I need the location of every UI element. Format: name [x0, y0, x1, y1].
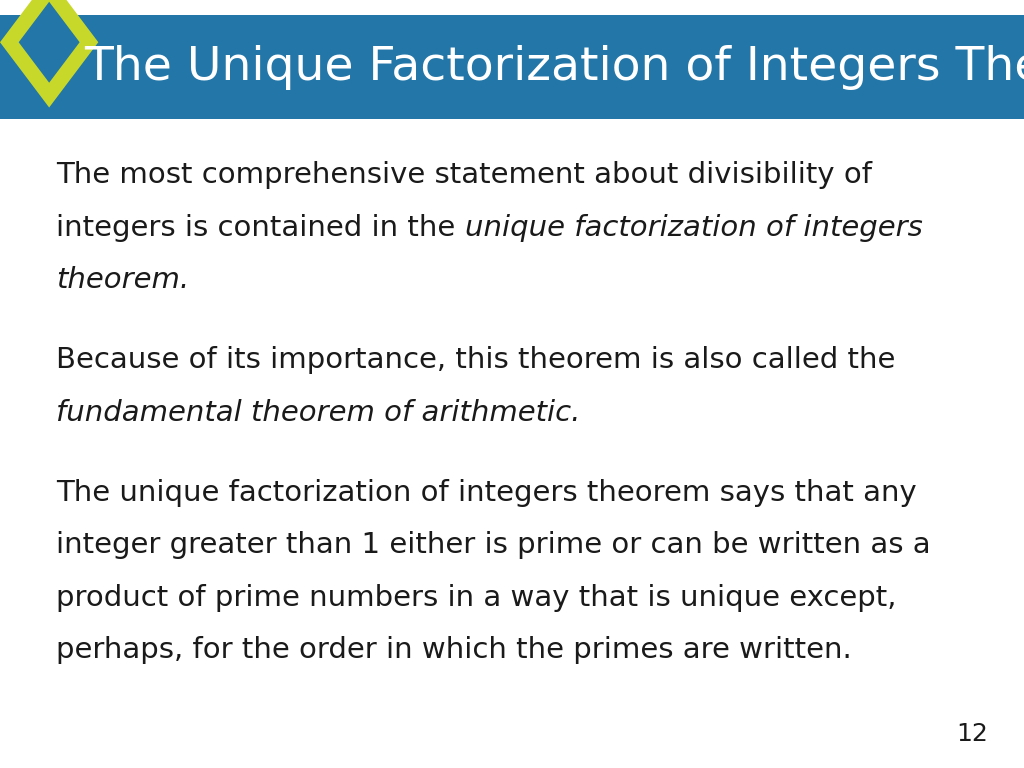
Text: product of prime numbers in a way that is unique except,: product of prime numbers in a way that i… [56, 584, 897, 611]
Text: The most comprehensive statement about divisibility of: The most comprehensive statement about d… [56, 161, 872, 189]
FancyBboxPatch shape [0, 15, 1024, 119]
Polygon shape [0, 0, 98, 108]
Text: perhaps, for the order in which the primes are written.: perhaps, for the order in which the prim… [56, 636, 852, 664]
Text: fundamental theorem of arithmetic.: fundamental theorem of arithmetic. [56, 399, 581, 426]
Polygon shape [18, 2, 80, 83]
Text: unique factorization of integers: unique factorization of integers [465, 214, 923, 241]
Text: integer greater than 1 either is prime or can be written as a: integer greater than 1 either is prime o… [56, 531, 931, 559]
Text: The unique factorization of integers theorem says that any: The unique factorization of integers the… [56, 479, 918, 507]
Text: integers is contained in the: integers is contained in the [56, 214, 465, 241]
Text: theorem.: theorem. [56, 266, 189, 293]
Text: Because of its importance, this theorem is also called the: Because of its importance, this theorem … [56, 346, 896, 374]
Text: The Unique Factorization of Integers Theorem: The Unique Factorization of Integers The… [84, 45, 1024, 90]
Text: 12: 12 [956, 723, 988, 746]
